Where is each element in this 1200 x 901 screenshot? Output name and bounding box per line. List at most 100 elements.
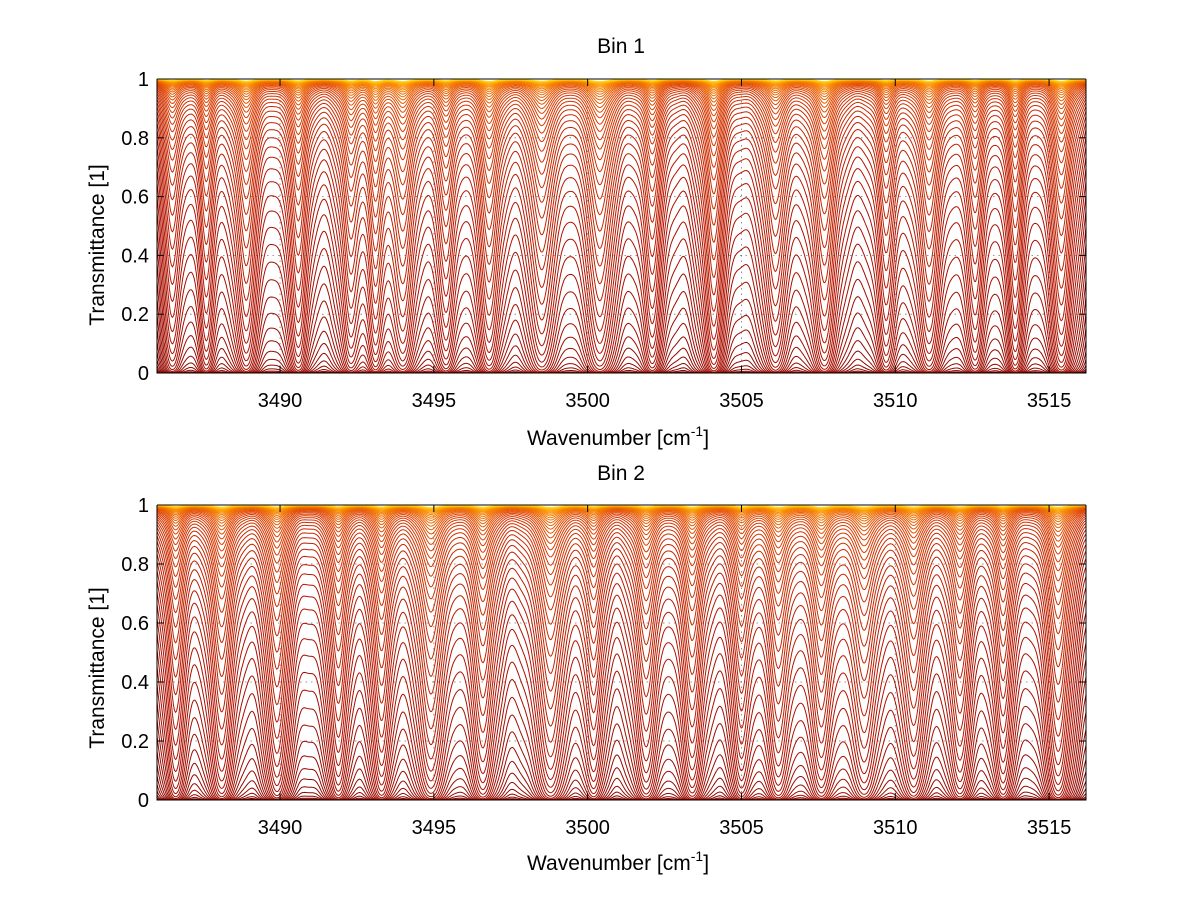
x-tick-label: 3510: [873, 817, 918, 839]
transmittance-curve: [156, 676, 1087, 801]
transmittance-curve: [156, 544, 1087, 730]
transmittance-curve: [156, 712, 1087, 801]
bin-1-xlabel-superscript: -1: [691, 423, 704, 439]
transmittance-curve: [156, 110, 1087, 270]
axes-frame: [156, 504, 1087, 801]
transmittance-curve: [156, 83, 1087, 120]
transmittance-curve: [156, 694, 1087, 801]
transmittance-curve: [156, 612, 1087, 798]
bin-1-panel: 3490 3495 3500 3505 3510 3515 0 0.2 0.4 0.6 0.8 1 B…: [86, 35, 1087, 450]
bin-1-xlabel-suffix: ]: [703, 427, 709, 450]
x-tick-label: 3515: [1027, 817, 1072, 839]
transmittance-curve: [156, 86, 1087, 142]
transmittance-curve: [156, 106, 1087, 252]
bin-2-panel: 3490 3495 3500 3505 3510 3515 0 0.2 0.4 0.6 0.8 1 B…: [86, 462, 1087, 875]
transmittance-curve: [156, 80, 1087, 95]
y-tick-label: 0: [138, 363, 149, 385]
transmittance-curve: [156, 508, 1087, 540]
axes-frame: [156, 78, 1087, 374]
transmittance-curve: [156, 533, 1087, 695]
y-tick-label: 0.2: [121, 731, 149, 753]
bin-2-title: Bin 2: [597, 462, 645, 485]
transmittance-curve: [156, 599, 1087, 794]
bin-2-xlabel-suffix: ]: [703, 852, 709, 875]
transmittance-curve: [156, 626, 1087, 799]
x-tick-label: 3495: [412, 817, 457, 839]
y-tick-label: 0.8: [121, 128, 149, 150]
transmittance-curve: [156, 659, 1087, 801]
y-tick-label: 0.4: [121, 672, 149, 694]
transmittance-curve: [156, 168, 1087, 363]
transmittance-curve: [156, 538, 1087, 713]
transmittance-curve: [156, 116, 1087, 287]
transmittance-curve: [156, 82, 1087, 114]
bin-2-xlabel-superscript: -1: [691, 848, 704, 864]
x-tick-label: 3505: [719, 390, 764, 412]
y-tick-label: 0: [138, 790, 149, 812]
transmittance-curve: [156, 550, 1087, 746]
bin-1-ylabel: Transmittance [1]: [86, 164, 109, 325]
transmittance-curve: [156, 95, 1087, 202]
transmittance-curve: [156, 525, 1087, 660]
transmittance-curve: [156, 522, 1087, 643]
y-tick-label: 1: [138, 69, 149, 91]
transmittance-curve: [156, 102, 1087, 235]
bin-2-xlabel: Wavenumber [cm-1]: [527, 848, 709, 875]
x-tick-label: 3515: [1027, 390, 1072, 412]
transmittance-curve: [156, 576, 1087, 782]
transmittance-curve: [156, 137, 1087, 334]
transmittance-curve: [156, 566, 1087, 772]
transmittance-curve: [156, 210, 1087, 373]
transmittance-curve: [156, 507, 1087, 535]
transmittance-curve: [156, 226, 1087, 373]
transmittance-curve: [156, 729, 1087, 801]
transmittance-curve: [156, 91, 1087, 175]
y-tick-label: 1: [138, 495, 149, 517]
x-tick-label: 3490: [258, 817, 303, 839]
transmittance-curve: [156, 517, 1087, 613]
transmittance-curve: [156, 81, 1087, 101]
bin-2-series: [156, 504, 1087, 801]
transmittance-curve: [156, 642, 1087, 800]
transmittance-curve: [156, 85, 1087, 134]
x-tick-label: 3500: [565, 817, 610, 839]
transmittance-curve: [156, 243, 1087, 374]
transmittance-curve: [156, 558, 1087, 760]
transmittance-curve: [156, 745, 1087, 801]
transmittance-curve: [156, 81, 1087, 109]
bin-1-xlabel-text: Wavenumber [cm: [527, 427, 691, 450]
transmittance-curve: [156, 122, 1087, 304]
transmittance-curve: [156, 520, 1087, 628]
transmittance-curve: [156, 759, 1087, 801]
bin-2-axes: 3490 3495 3500 3505 3510 3515 0 0.2 0.4 0.6 0.8 1: [121, 495, 1087, 839]
bin-1-axes: 3490 3495 3500 3505 3510 3515 0 0.2 0.4 0.6 0.8 1: [121, 69, 1087, 412]
transmittance-curve: [156, 771, 1087, 801]
bin-1-title: Bin 1: [597, 35, 645, 58]
transmittance-curve: [156, 98, 1087, 218]
x-tick-label: 3495: [412, 390, 457, 412]
x-tick-label: 3490: [258, 390, 303, 412]
transmittance-curve: [156, 84, 1087, 126]
transmittance-curve: [156, 181, 1087, 368]
transmittance-curve: [157, 78, 1086, 83]
transmittance-curve: [156, 509, 1087, 552]
bin-1-xlabel: Wavenumber [cm-1]: [527, 423, 709, 450]
transmittance-curve: [156, 510, 1087, 559]
bin-2-xlabel-text: Wavenumber [cm: [527, 852, 691, 875]
transmittance-curve: [156, 146, 1087, 346]
bin-1-series: [156, 78, 1087, 374]
transmittance-curve: [156, 156, 1087, 356]
bin-2-ylabel: Transmittance [1]: [86, 587, 109, 748]
transmittance-curve: [156, 129, 1087, 320]
transmittance-curve: [156, 89, 1087, 162]
transmittance-curve: [156, 511, 1087, 568]
x-tick-label: 3510: [873, 390, 918, 412]
y-tick-label: 0.4: [121, 245, 149, 267]
y-tick-label: 0.6: [121, 613, 149, 635]
transmittance-curve: [156, 93, 1087, 188]
transmittance-curve: [156, 195, 1087, 371]
transmittance-curve: [156, 80, 1087, 98]
y-tick-label: 0.8: [121, 554, 149, 576]
transmittance-curve: [156, 514, 1087, 588]
